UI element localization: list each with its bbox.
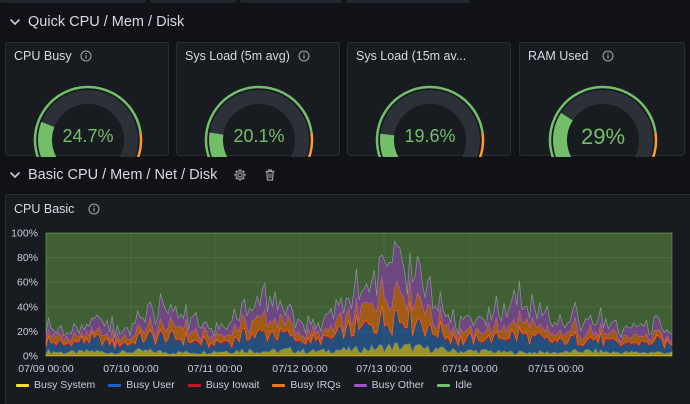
x-tick-label: 07/15 00:00 xyxy=(528,363,584,375)
gauge-value-arc xyxy=(209,132,228,157)
panel-header[interactable]: Sys Load (5m avg) xyxy=(185,49,310,63)
x-tick-label: 07/13 00:00 xyxy=(356,363,412,375)
gauge-threshold xyxy=(204,85,314,157)
legend-label: Idle xyxy=(455,379,473,391)
gauge-panel-sys-load-5m[interactable]: Sys Load (5m avg) 20.1% xyxy=(176,42,340,157)
y-tick-label: 60% xyxy=(17,277,38,289)
chevron-down-icon[interactable] xyxy=(8,15,22,29)
row-header-basic[interactable]: Basic CPU / Mem / Net / Disk xyxy=(0,163,277,187)
gauge: 29% xyxy=(548,85,658,157)
gauge: 19.6% xyxy=(375,85,485,157)
x-tick-label: 07/12 00:00 xyxy=(272,363,328,375)
gauge-panel-ram-used[interactable]: RAM Used 29% xyxy=(519,42,685,157)
x-tick-label: 07/11 00:00 xyxy=(188,363,243,375)
series-area-idle xyxy=(45,232,673,339)
gauge-panel-sys-load-15m[interactable]: Sys Load (15m av... 19.6% xyxy=(347,42,511,157)
info-icon[interactable] xyxy=(298,50,310,62)
gauge-value-arc xyxy=(553,112,573,157)
gauge-value: 29% xyxy=(581,124,625,149)
y-tick-label: 80% xyxy=(17,252,38,264)
row-header-quick[interactable]: Quick CPU / Mem / Disk xyxy=(0,10,184,34)
panel-header[interactable]: RAM Used xyxy=(528,49,614,63)
legend-swatch xyxy=(16,383,29,387)
info-icon[interactable] xyxy=(80,50,92,62)
gauge-value-arc xyxy=(38,121,57,157)
gauge-threshold xyxy=(548,85,658,157)
legend-label: Busy Iowait xyxy=(205,379,260,391)
legend-item-busy-irqs[interactable]: Busy IRQs xyxy=(272,379,341,391)
gauge-value-arc xyxy=(380,133,399,157)
threshold-green-arc xyxy=(33,85,142,157)
legend-item-busy-iowait[interactable]: Busy Iowait xyxy=(187,379,260,391)
legend-item-busy-other[interactable]: Busy Other xyxy=(353,379,425,391)
legend-swatch xyxy=(353,383,367,387)
y-tick-label: 40% xyxy=(17,301,38,313)
legend-swatch xyxy=(437,383,451,387)
gauge-value: 19.6% xyxy=(404,126,455,146)
gauge-threshold xyxy=(375,85,485,157)
gauge-fill xyxy=(553,112,573,157)
x-tick-label: 07/09 00:00 xyxy=(18,363,74,375)
legend-label: Busy System xyxy=(34,379,96,391)
gauge-threshold xyxy=(33,85,143,157)
gauge-panel-cpu-busy[interactable]: CPU Busy 24.7% xyxy=(5,42,169,157)
x-tick-label: 07/14 00:00 xyxy=(442,363,498,375)
gauge-fill xyxy=(209,132,228,157)
legend-swatch xyxy=(272,383,286,387)
x-tick-label: 07/10 00:00 xyxy=(103,363,159,375)
threshold-green-arc xyxy=(375,85,484,157)
row-title: Basic CPU / Mem / Net / Disk xyxy=(28,167,218,183)
row-title: Quick CPU / Mem / Disk xyxy=(28,14,185,30)
y-tick-label: 100% xyxy=(11,228,38,240)
chart-legend: Busy System Busy User Busy Iowait Busy IRQs… xyxy=(16,378,485,392)
y-tick-label: 20% xyxy=(17,326,38,338)
threshold-orange-arc xyxy=(136,132,143,157)
threshold-orange-arc xyxy=(307,132,314,157)
gauge-value: 24.7% xyxy=(62,126,113,146)
legend-item-busy-system[interactable]: Busy System xyxy=(16,379,95,391)
legend-label: Busy User xyxy=(126,379,175,391)
gauge-fill xyxy=(380,133,399,157)
gauge-fill xyxy=(38,121,57,157)
legend-item-idle[interactable]: Idle xyxy=(437,379,472,391)
threshold-orange-arc xyxy=(651,132,658,157)
legend-item-busy-user[interactable]: Busy User xyxy=(108,379,175,391)
y-tick-label: 0% xyxy=(23,351,38,363)
gauge-value: 20.1% xyxy=(233,126,284,146)
trash-icon[interactable] xyxy=(263,168,277,182)
gauge: 24.7% xyxy=(33,85,143,157)
legend-swatch xyxy=(108,383,122,387)
threshold-green-arc xyxy=(204,85,313,157)
gauge: 20.1% xyxy=(204,85,314,157)
threshold-green-arc xyxy=(548,85,657,157)
legend-swatch xyxy=(187,383,201,387)
legend-label: Busy IRQs xyxy=(290,379,341,391)
threshold-orange-arc xyxy=(478,132,485,157)
panel-header[interactable]: CPU Busy xyxy=(14,49,92,63)
chevron-down-icon[interactable] xyxy=(8,168,22,182)
top-variable-strip xyxy=(0,0,690,4)
info-icon[interactable] xyxy=(602,50,614,62)
panel-header[interactable]: CPU Basic xyxy=(14,202,100,216)
info-icon[interactable] xyxy=(88,203,100,215)
gear-icon[interactable] xyxy=(233,168,247,182)
legend-label: Busy Other xyxy=(371,379,425,391)
